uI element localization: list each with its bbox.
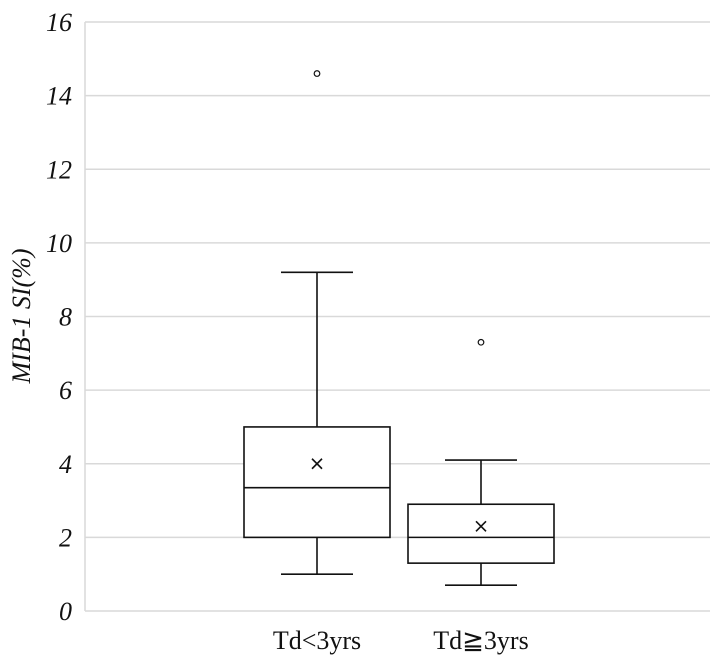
box-iqr-2	[407, 503, 555, 564]
y-tick-label-16: 16	[46, 8, 72, 37]
mean-marker-b-2	[475, 520, 487, 532]
box-group-1	[243, 70, 391, 575]
y-tick-label-2: 2	[59, 523, 72, 552]
box-layer	[243, 70, 555, 587]
grid-layer	[85, 21, 710, 612]
category-label-1: Td<3yrs	[273, 626, 361, 655]
y-tick-label-10: 10	[46, 229, 72, 258]
y-tick-label-8: 8	[59, 303, 72, 332]
box-group-2	[407, 338, 555, 587]
y-axis-title: MIB-1 SI(%)	[7, 249, 36, 385]
outlier-point-1-1	[313, 70, 321, 77]
outlier-point-2-1	[477, 338, 485, 346]
y-tick-label-14: 14	[46, 82, 72, 111]
y-tick-label-4: 4	[59, 450, 72, 479]
y-tick-label-12: 12	[46, 155, 72, 184]
mean-marker-b-1	[311, 458, 323, 470]
y-tick-label-6: 6	[59, 376, 72, 405]
label-layer: 0 2 4 6 8 10 12 14 16 Td<3yrs Td≧3yrs	[46, 8, 529, 655]
y-tick-label-0: 0	[59, 597, 72, 626]
box-iqr-1	[243, 426, 391, 539]
category-label-2: Td≧3yrs	[433, 626, 528, 655]
